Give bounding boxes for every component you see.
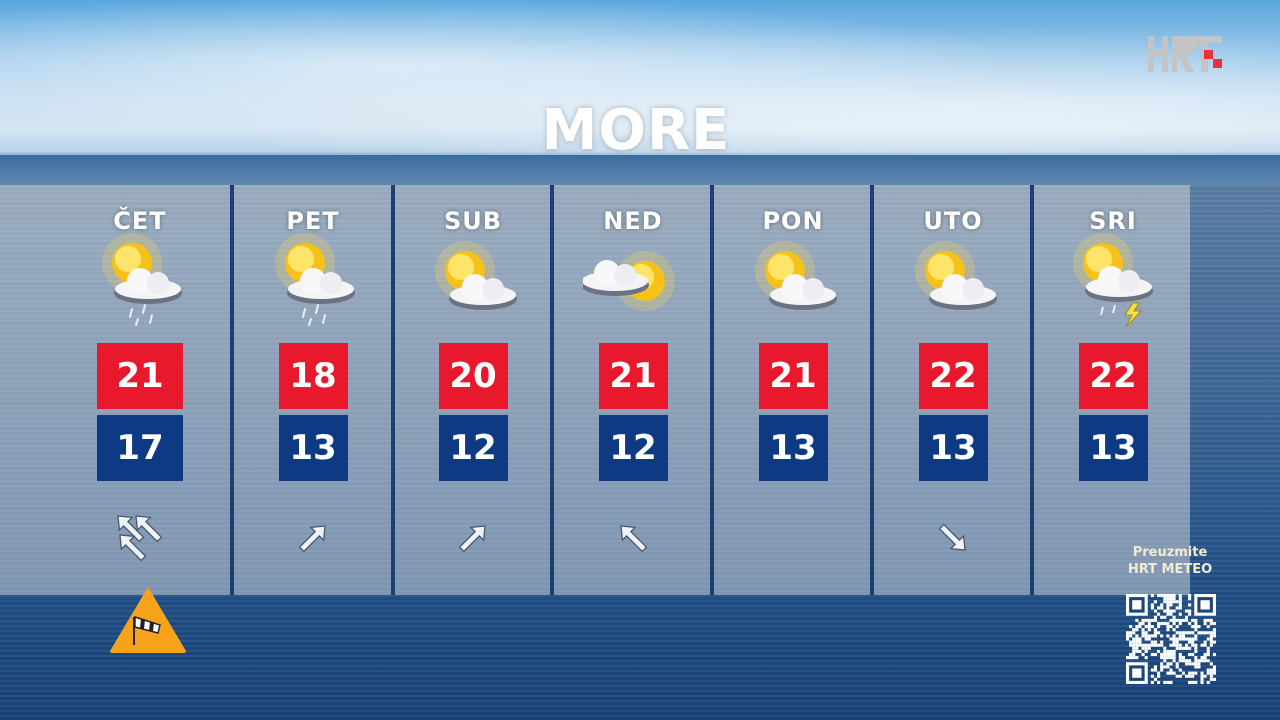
column-divider (230, 185, 234, 595)
sun-cloud-rain-icon (275, 233, 355, 326)
day-column-uto: UTO 22 13 (878, 185, 1028, 595)
forecast-panel (0, 185, 1190, 595)
max-temperature: 21 (97, 343, 183, 409)
day-column-sub: SUB 20 12 (398, 185, 548, 595)
promo-text: Preuzmite HRT METEO (1108, 544, 1232, 578)
day-label: NED (603, 207, 663, 235)
day-label: SUB (443, 207, 503, 235)
column-divider (391, 185, 395, 595)
wind-arrow-icon (298, 525, 326, 553)
wind-arrow-icon (753, 503, 833, 573)
wind-arrow-icon (117, 515, 163, 562)
column-divider (870, 185, 874, 595)
promo-line2: HRT METEO (1127, 562, 1213, 577)
sun-cloud-icon (755, 241, 837, 310)
qr-code[interactable] (1126, 594, 1216, 684)
wind-arrow-icon (938, 523, 966, 551)
max-temperature: 21 (758, 343, 828, 409)
sun-cloud-thunder-icon (1073, 233, 1153, 328)
min-temperature: 13 (278, 415, 348, 481)
day-column-sri: SRI 22 13 (1038, 185, 1188, 595)
day-column-ned: NED 21 12 (558, 185, 708, 595)
max-temperature: 22 (918, 343, 988, 409)
column-divider (550, 185, 554, 595)
cloud-sun-icon (583, 251, 675, 311)
wind-arrow-icon (620, 525, 648, 553)
max-temperature: 21 (598, 343, 668, 409)
min-temperature: 12 (598, 415, 668, 481)
max-temperature: 18 (278, 343, 348, 409)
min-temperature: 13 (758, 415, 828, 481)
day-column-čet: ČET 21 17 (65, 185, 215, 595)
horizon (0, 155, 1280, 185)
windsock-warning-icon (110, 587, 186, 653)
wind-arrow-icon (458, 525, 486, 553)
sun-cloud-rain-icon (102, 233, 182, 326)
day-column-pon: PON 21 13 (718, 185, 868, 595)
promo-line1: Preuzmite (1132, 545, 1208, 560)
column-divider (1030, 185, 1034, 595)
min-temperature: 17 (97, 415, 183, 481)
column-divider (710, 185, 714, 595)
max-temperature: 20 (438, 343, 508, 409)
min-temperature: 13 (918, 415, 988, 481)
page-title: MORE (541, 98, 731, 163)
day-column-pet: PET 18 13 (238, 185, 388, 595)
day-label: UTO (923, 207, 983, 235)
min-temperature: 13 (1078, 415, 1148, 481)
sun-cloud-icon (915, 241, 997, 310)
day-label: ČET (113, 207, 167, 235)
day-label: PON (762, 207, 824, 235)
min-temperature: 12 (438, 415, 508, 481)
sun-cloud-icon (435, 241, 517, 310)
max-temperature: 22 (1078, 343, 1148, 409)
sky-background (0, 0, 1280, 160)
day-label: SRI (1089, 207, 1137, 235)
hrt-logo (1148, 36, 1222, 72)
day-label: PET (286, 207, 340, 235)
